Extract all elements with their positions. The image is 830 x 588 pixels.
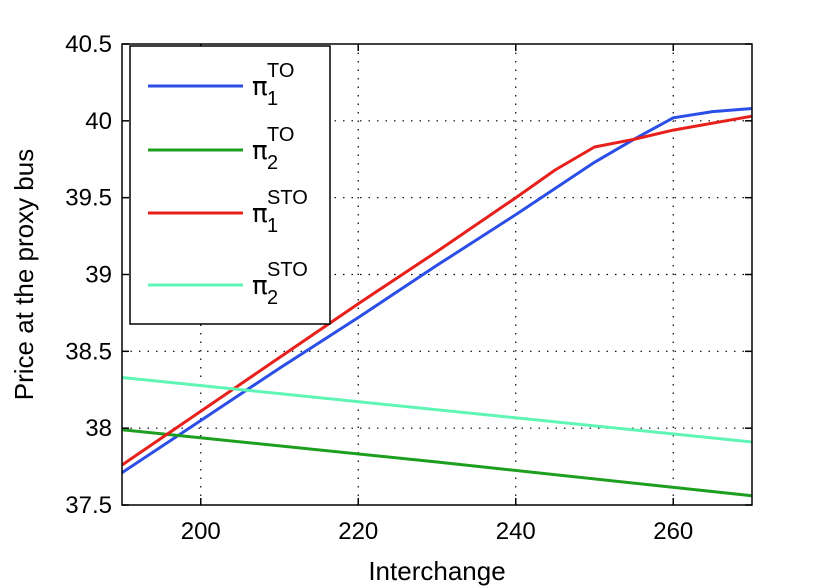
legend-symbol: π (252, 271, 268, 301)
x-tick-label: 220 (338, 518, 378, 545)
series-line-3 (121, 114, 753, 467)
legend-subscript: 1 (267, 88, 278, 110)
legend-entry-2: π 2 TO (148, 124, 294, 174)
legend-symbol: π (252, 136, 268, 166)
x-axis-title: Interchange (368, 556, 505, 586)
legend-entry-3: π 1 STO (148, 187, 308, 237)
series-line-4 (121, 376, 753, 444)
y-tick-label: 39 (85, 262, 112, 289)
grid (122, 44, 752, 505)
legend-symbol: π (252, 199, 268, 229)
legend-entry-1: π 1 TO (148, 60, 294, 110)
legend-box (129, 45, 331, 325)
legend-subscript: 2 (267, 152, 278, 174)
legend-superscript: STO (267, 187, 308, 209)
legend-subscript: 2 (267, 287, 278, 309)
y-axis-title: Price at the proxy bus (9, 149, 39, 400)
y-tick-label: 37.5 (65, 492, 112, 519)
legend-entry-4: π 2 STO (148, 259, 308, 309)
y-tick-label: 40.5 (65, 31, 112, 58)
x-tick-label: 260 (653, 518, 693, 545)
x-tick-label: 240 (496, 518, 536, 545)
legend-symbol: π (252, 72, 268, 102)
series-lines (121, 107, 753, 498)
x-tick-label: 200 (181, 518, 221, 545)
series-line-2 (121, 428, 753, 498)
legend-subscript: 1 (267, 215, 278, 237)
legend-superscript: TO (267, 124, 294, 146)
series-line-1 (121, 107, 753, 474)
axis-ticks: 200 220 240 260 37.5 38 38.5 39 39.5 40 40.5 (65, 31, 752, 545)
legend-superscript: STO (267, 259, 308, 281)
y-tick-label: 40 (85, 108, 112, 135)
legend-superscript: TO (267, 60, 294, 82)
y-tick-label: 38 (85, 415, 112, 442)
y-tick-label: 39.5 (65, 185, 112, 212)
y-tick-label: 38.5 (65, 338, 112, 365)
